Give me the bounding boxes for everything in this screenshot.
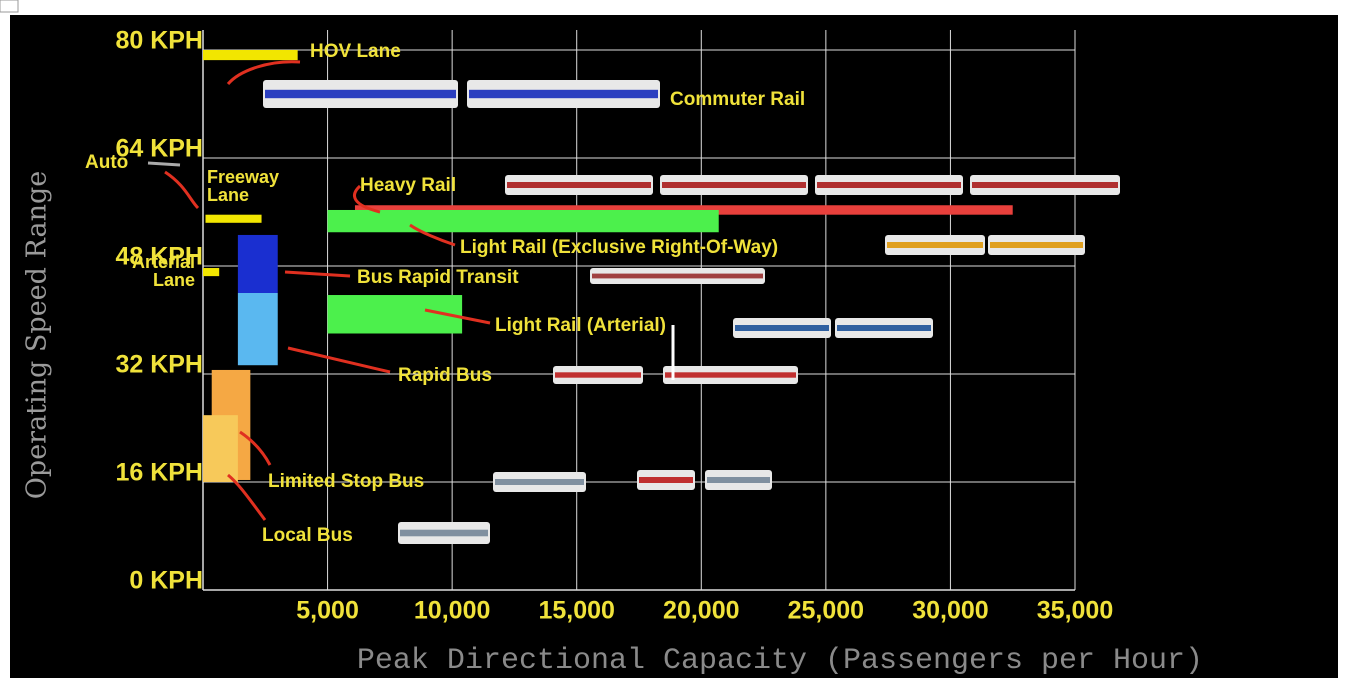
annotation: Commuter Rail bbox=[670, 89, 805, 110]
vehicle-stripe bbox=[555, 372, 641, 378]
range-bar bbox=[203, 50, 298, 61]
vehicle-stripe bbox=[507, 182, 651, 188]
vehicle-stripe bbox=[887, 242, 983, 248]
range-bar bbox=[327, 209, 719, 233]
x-tick-label: 35,000 bbox=[1037, 597, 1113, 625]
annotation: Auto bbox=[85, 152, 128, 173]
bar-label: Arterial Lane bbox=[131, 253, 195, 290]
vehicle-stripe bbox=[400, 529, 488, 537]
vehicle-stripe bbox=[990, 242, 1083, 248]
y-tick-label: 48 KPH bbox=[115, 243, 203, 271]
auto-pointer bbox=[147, 161, 181, 167]
bar-label-box: Arterial Lane bbox=[131, 253, 195, 290]
arrow bbox=[284, 270, 351, 278]
bar-label: Heavy Rail bbox=[360, 175, 456, 196]
x-tick-label: 30,000 bbox=[912, 597, 988, 625]
bar-label: Light Rail (Arterial) bbox=[495, 315, 666, 336]
range-bar bbox=[203, 268, 220, 277]
y-tick-label: 0 KPH bbox=[129, 567, 203, 595]
x-tick-label: 20,000 bbox=[663, 597, 739, 625]
arrow bbox=[424, 308, 491, 325]
bar-label: Bus Rapid Transit bbox=[357, 267, 519, 288]
x-axis-title: Peak Directional Capacity (Passengers pe… bbox=[357, 644, 1203, 678]
x-tick-label: 5,000 bbox=[296, 597, 359, 625]
vehicle-stripe bbox=[662, 182, 806, 188]
arrow bbox=[239, 430, 272, 466]
vehicle-stripe bbox=[265, 89, 456, 99]
arrow bbox=[226, 60, 301, 86]
range-bar bbox=[203, 415, 238, 482]
y-tick-label: 32 KPH bbox=[115, 351, 203, 379]
bar-label: Limited Stop Bus bbox=[268, 471, 424, 492]
vehicle-stripe bbox=[495, 479, 584, 485]
y-tick-label: 64 KPH bbox=[115, 135, 203, 163]
arrow bbox=[287, 346, 391, 374]
bar-label: Freeway Lane bbox=[207, 168, 280, 205]
vehicle-stripe bbox=[469, 89, 658, 99]
vehicle-stripe bbox=[665, 372, 796, 378]
vehicle-stripe bbox=[735, 325, 829, 331]
y-tick-label: 80 KPH bbox=[115, 27, 203, 55]
arrows bbox=[164, 60, 491, 521]
y-axis-title: Operating Speed Range bbox=[22, 171, 53, 499]
y-tick-label: 16 KPH bbox=[115, 459, 203, 487]
vehicle-stripe bbox=[592, 273, 763, 279]
x-tick-label: 25,000 bbox=[788, 597, 864, 625]
bar-label: HOV Lane bbox=[310, 41, 401, 62]
bar-label-box: Freeway Lane bbox=[207, 168, 280, 205]
arrow bbox=[227, 473, 267, 521]
top-strip bbox=[0, 0, 1345, 15]
vehicle-stripe bbox=[639, 477, 693, 483]
vehicle-stripe bbox=[837, 325, 931, 331]
range-bar bbox=[205, 214, 262, 223]
arrow bbox=[164, 170, 200, 210]
vehicle-stripe bbox=[817, 182, 961, 188]
range-bar bbox=[237, 293, 278, 366]
bar-label: Light Rail (Exclusive Right-Of-Way) bbox=[460, 237, 778, 258]
x-tick-label: 10,000 bbox=[414, 597, 490, 625]
range-bar bbox=[237, 234, 278, 293]
vehicle-stripe bbox=[972, 182, 1118, 188]
bar-label: Local Bus bbox=[262, 525, 353, 546]
x-tick-label: 15,000 bbox=[538, 597, 614, 625]
bar-label: Rapid Bus bbox=[398, 365, 492, 386]
arrow bbox=[409, 223, 456, 247]
corner-box bbox=[0, 0, 19, 13]
vehicle-stripe bbox=[707, 477, 770, 483]
arrow bbox=[353, 184, 381, 214]
